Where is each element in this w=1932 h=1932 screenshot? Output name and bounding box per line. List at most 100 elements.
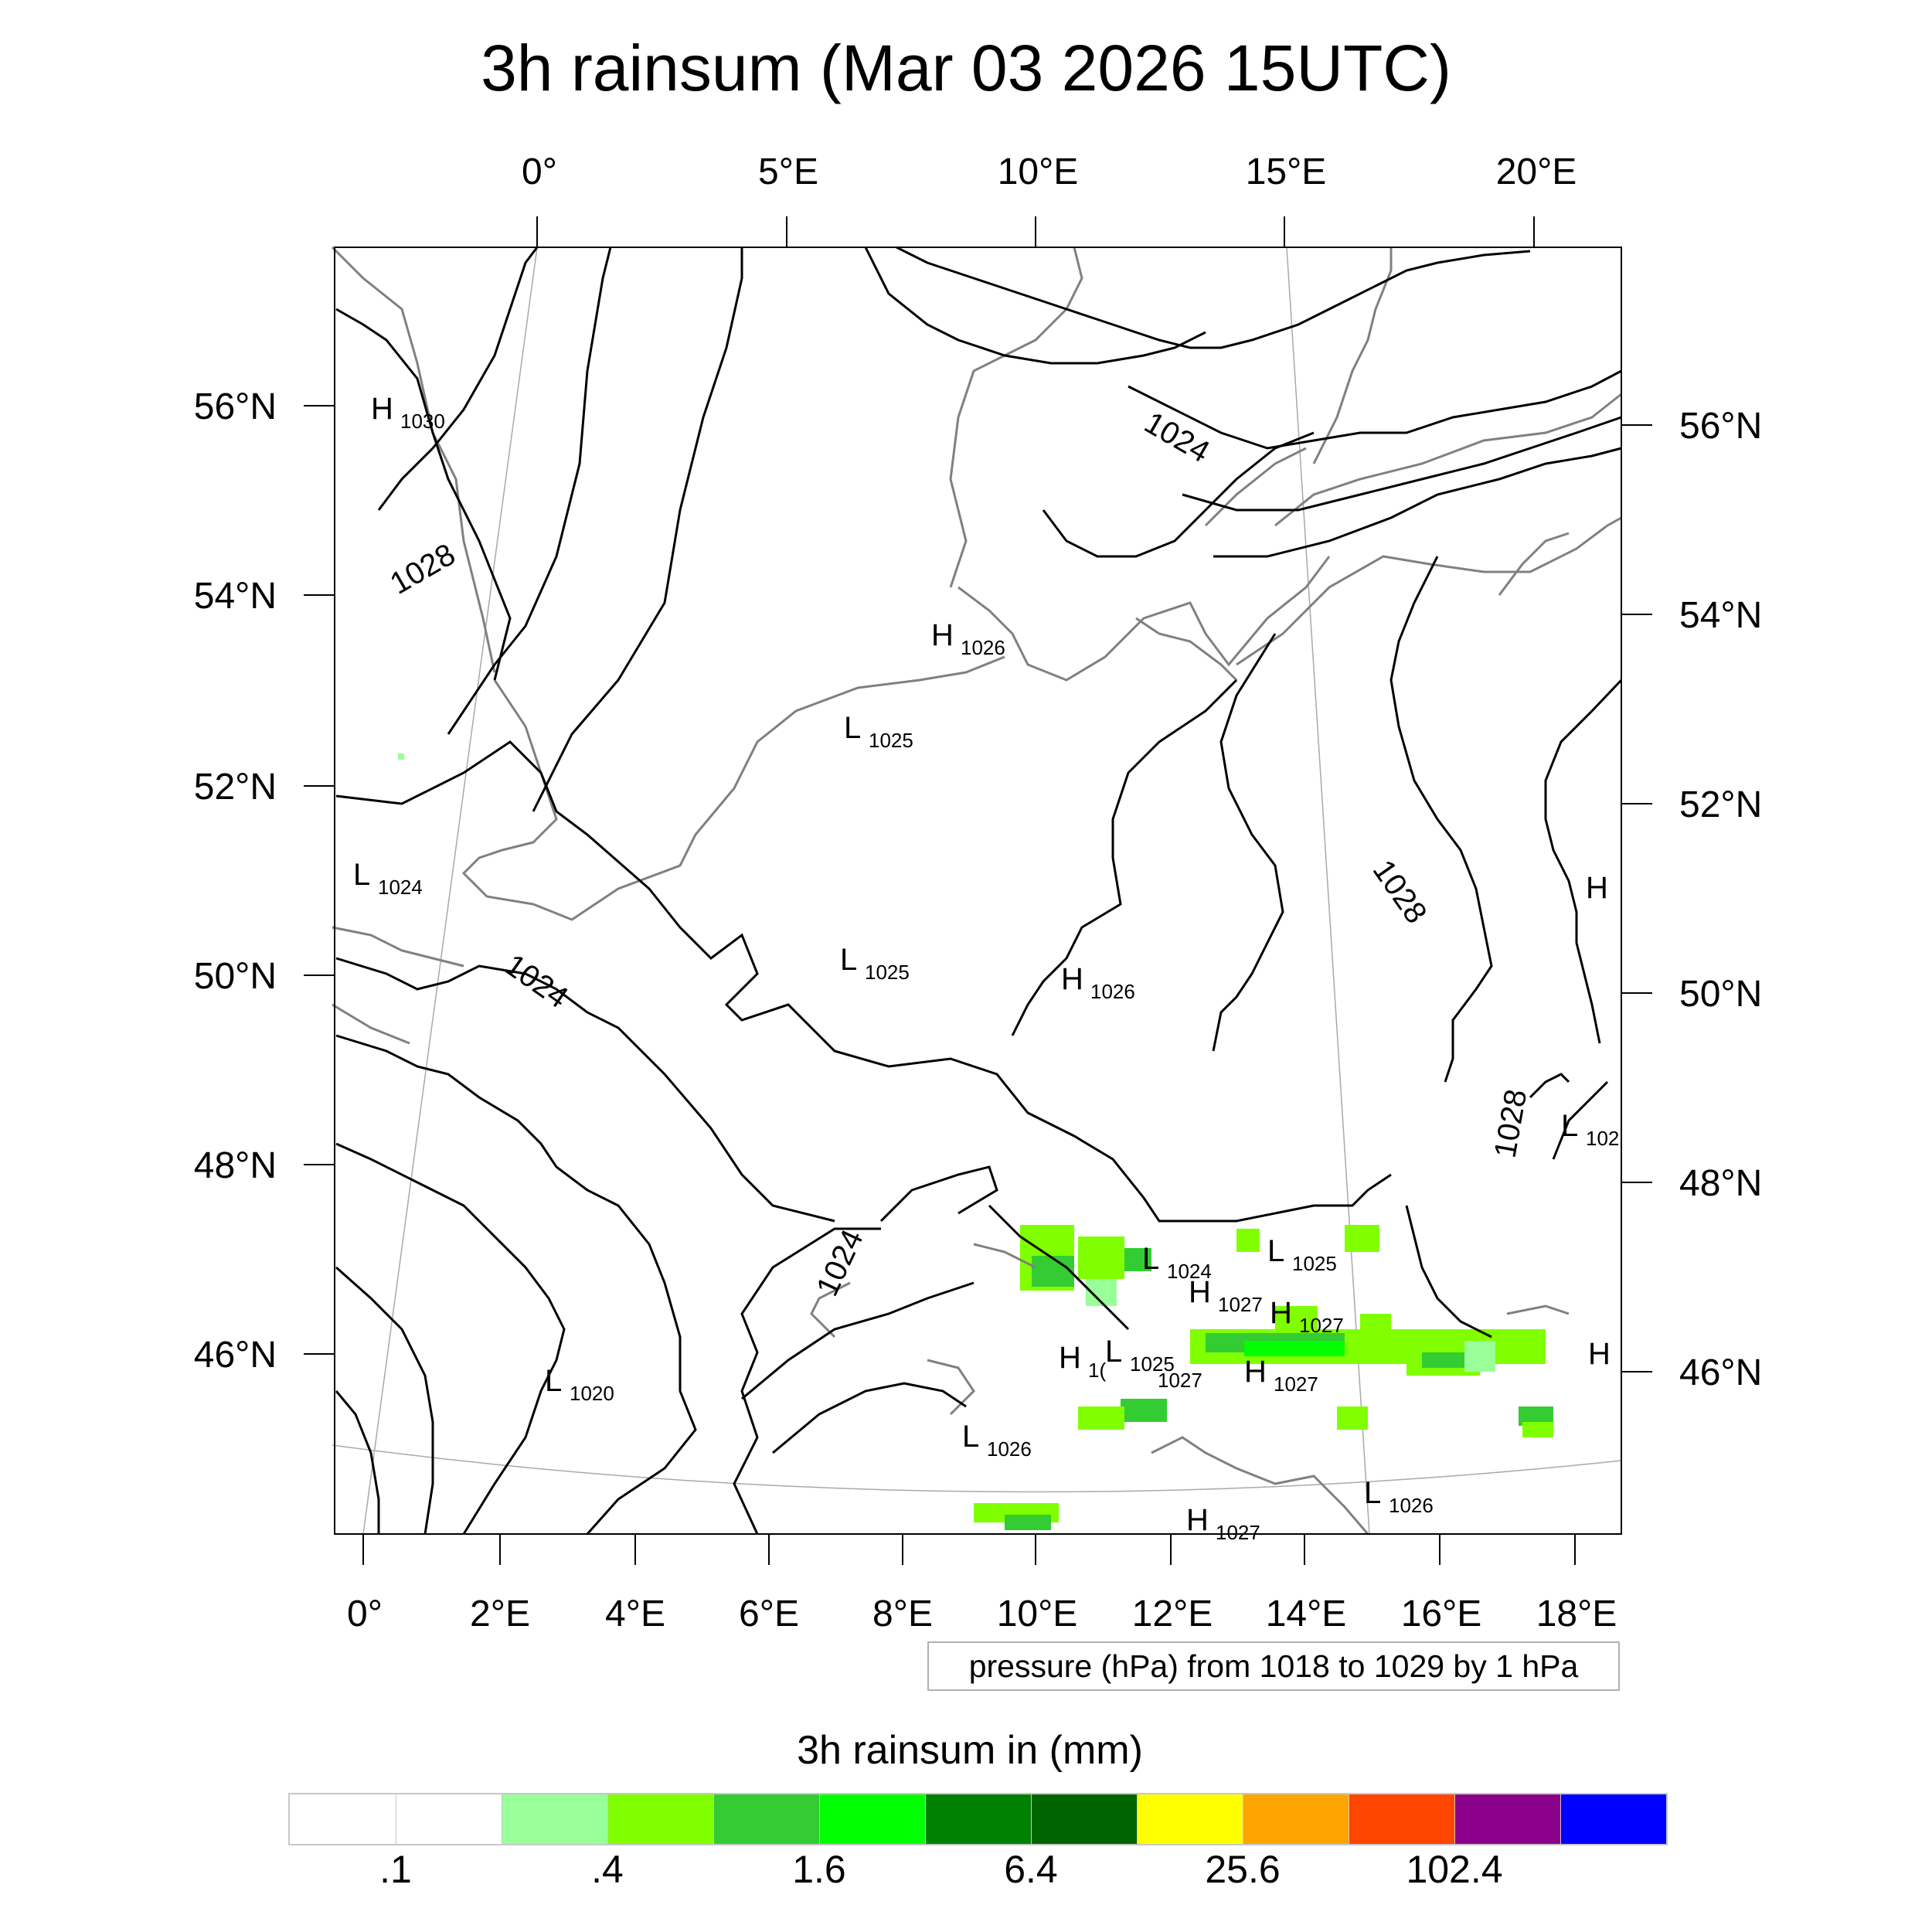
pressure-center: H 1027	[1189, 1275, 1263, 1316]
bottom-lon-label: 0°	[347, 1594, 383, 1634]
colorbar-swatch	[396, 1794, 502, 1844]
right-lat-label: 52°N	[1679, 784, 1762, 825]
svg-text:1027: 1027	[1218, 1293, 1263, 1316]
svg-text:H: H	[1061, 962, 1083, 996]
svg-text:1027: 1027	[1299, 1314, 1344, 1337]
pressure-center: H 1030	[371, 392, 445, 433]
bottom-lon-label: 6°E	[739, 1594, 799, 1634]
svg-text:L: L	[840, 943, 857, 977]
bottom-ticks	[362, 1534, 1576, 1565]
pressure-center: H 1(	[1059, 1341, 1106, 1382]
bottom-lon-label: 14°E	[1266, 1594, 1347, 1634]
pressure-center: L 1026	[1364, 1476, 1434, 1517]
svg-text:1024: 1024	[1167, 1260, 1212, 1283]
pressure-center: L 1025	[844, 711, 913, 752]
pressure-center: H 1027	[1186, 1503, 1260, 1544]
bottom-lon-label: 10°E	[997, 1594, 1078, 1634]
svg-text:L: L	[1561, 1109, 1578, 1143]
top-lon-label: 5°E	[758, 151, 818, 192]
pressure-center: 1027	[1158, 1369, 1202, 1392]
colorbar-swatch	[1454, 1794, 1560, 1844]
svg-text:1025: 1025	[865, 961, 910, 984]
isobar-label: 1024	[1139, 406, 1216, 470]
map-title: 3h rainsum (Mar 03 2026 15UTC)	[481, 32, 1451, 104]
bottom-lon-label: 2°E	[470, 1594, 530, 1634]
svg-text:L: L	[1267, 1234, 1284, 1268]
right-lat-label: 54°N	[1679, 595, 1762, 636]
svg-text:H: H	[931, 618, 954, 652]
pressure-centers: H 1030 H 1026 L 1025 L 1024 L 1025 H 1026 L 102…	[353, 392, 1619, 1544]
bottom-lon-label: 18°E	[1536, 1594, 1617, 1634]
pressure-center: H	[1586, 871, 1608, 905]
right-lat-labels: 56°N 54°N 52°N 50°N 48°N 46°N	[1679, 406, 1762, 1393]
pressure-center: L 102	[1561, 1109, 1619, 1150]
svg-text:1027: 1027	[1216, 1521, 1260, 1544]
isobar-label: 1024	[810, 1225, 869, 1301]
isobar-label: 1024	[498, 947, 574, 1015]
colorbar-swatch	[1137, 1794, 1243, 1844]
svg-text:L: L	[353, 858, 370, 892]
bottom-lon-labels: 0° 2°E 4°E 6°E 8°E 10°E 12°E 14°E 16°E 1…	[347, 1594, 1617, 1634]
top-lon-label: 15°E	[1246, 151, 1327, 192]
right-lat-label: 56°N	[1679, 406, 1762, 447]
pressure-center: L 1024	[1142, 1242, 1212, 1283]
pressure-center: H 1027	[1244, 1355, 1318, 1396]
isobar-label: 1028	[385, 537, 461, 601]
svg-text:H: H	[1586, 871, 1608, 905]
svg-text:1025: 1025	[1292, 1252, 1337, 1275]
colorbar-swatch	[607, 1794, 713, 1844]
top-ticks	[536, 216, 1535, 247]
svg-text:1027: 1027	[1158, 1369, 1202, 1392]
top-lon-label: 10°E	[998, 151, 1079, 192]
svg-text:1026: 1026	[1090, 980, 1135, 1003]
legend-title: 3h rainsum in (mm)	[797, 1728, 1143, 1773]
svg-text:H: H	[1189, 1275, 1211, 1309]
svg-text:H: H	[1270, 1296, 1292, 1330]
colorbar-swatch	[1243, 1794, 1349, 1844]
colorbar-swatch	[1031, 1794, 1137, 1844]
pressure-center: L 1020	[545, 1364, 614, 1405]
svg-text:L: L	[1105, 1335, 1122, 1369]
coastlines	[331, 246, 1622, 1535]
left-lat-label: 56°N	[194, 386, 277, 427]
svg-text:H: H	[1244, 1355, 1267, 1389]
svg-text:1025: 1025	[1130, 1352, 1175, 1376]
pressure-center: L 1026	[962, 1420, 1032, 1461]
svg-text:102: 102	[1586, 1127, 1619, 1150]
pressure-center: H 1026	[1061, 962, 1135, 1003]
bottom-lon-label: 8°E	[872, 1594, 933, 1634]
svg-text:1(: 1(	[1088, 1359, 1106, 1382]
pressure-center: H 1027	[1270, 1296, 1344, 1337]
rain-areas	[398, 753, 1553, 1530]
svg-text:H: H	[1059, 1341, 1081, 1375]
top-lon-label: 0°	[522, 151, 557, 192]
svg-text:1020: 1020	[570, 1382, 614, 1405]
pressure-center: L 1024	[353, 858, 423, 899]
bottom-lon-label: 12°E	[1132, 1594, 1213, 1634]
left-lat-labels: 56°N 54°N 52°N 50°N 48°N 46°N	[194, 386, 277, 1376]
colorbar-label: .4	[591, 1848, 624, 1891]
colorbar-label: 6.4	[1004, 1848, 1058, 1891]
colorbar-swatch	[819, 1794, 925, 1844]
colorbar-swatch	[925, 1794, 1031, 1844]
colorbar	[288, 1793, 1668, 1845]
left-lat-label: 54°N	[194, 576, 277, 617]
svg-text:H: H	[1588, 1337, 1611, 1371]
svg-text:1024: 1024	[378, 876, 423, 899]
bottom-lon-label: 16°E	[1401, 1594, 1482, 1634]
pressure-center: H 1026	[931, 618, 1005, 659]
svg-text:L: L	[1142, 1242, 1159, 1276]
pressure-center: H	[1588, 1337, 1611, 1371]
top-lon-label: 20°E	[1496, 151, 1577, 192]
top-lon-labels: 0° 5°E 10°E 15°E 20°E	[522, 151, 1577, 192]
colorbar-swatch	[713, 1794, 819, 1844]
svg-text:L: L	[1364, 1476, 1381, 1510]
svg-text:L: L	[962, 1420, 979, 1454]
svg-text:H: H	[371, 392, 393, 426]
svg-text:1030: 1030	[400, 410, 445, 433]
svg-text:H: H	[1186, 1503, 1209, 1537]
pressure-center: L 1025	[1267, 1234, 1337, 1275]
svg-text:1026: 1026	[987, 1437, 1032, 1461]
contour-info-box: pressure (hPa) from 1018 to 1029 by 1 hP…	[927, 1641, 1620, 1691]
